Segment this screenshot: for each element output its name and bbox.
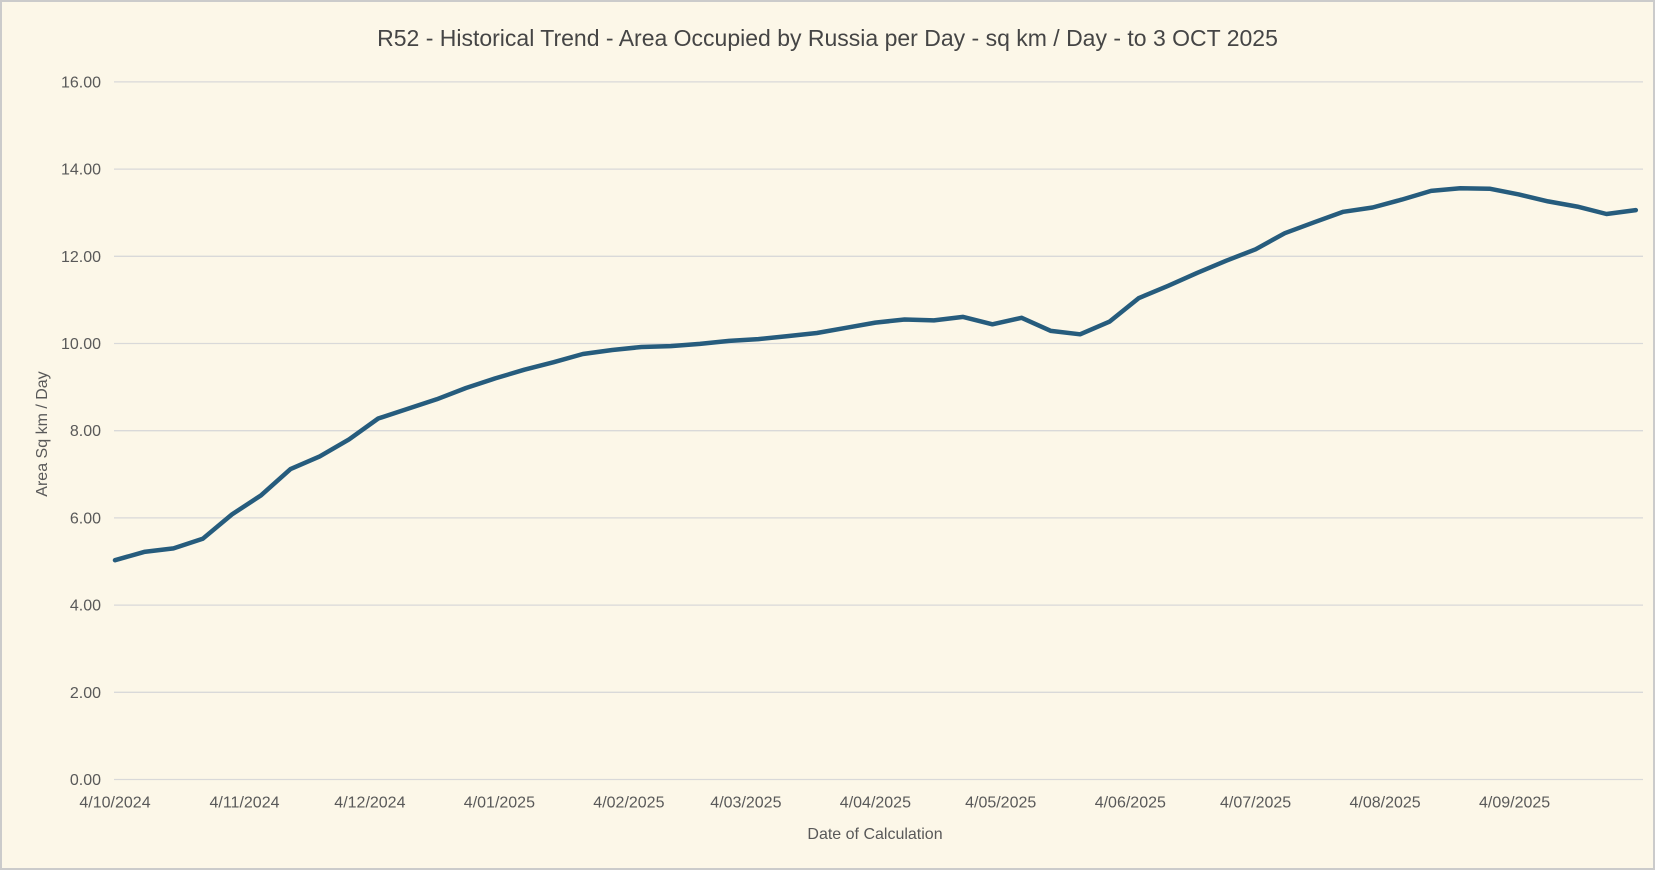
y-tick-label: 4.00 [70, 598, 101, 615]
trend-line [112, 186, 1639, 563]
x-axis-title: Date of Calculation [807, 826, 943, 843]
x-tick-label: 4/04/2025 [840, 795, 911, 812]
y-tick-label: 12.00 [61, 249, 101, 266]
y-tick-label: 6.00 [70, 510, 101, 527]
x-tick-label: 4/12/2024 [334, 795, 405, 812]
x-tick-label: 4/10/2024 [79, 795, 150, 812]
x-tick-label: 4/06/2025 [1095, 795, 1166, 812]
x-tick-label: 4/07/2025 [1220, 795, 1291, 812]
x-tick-label: 4/02/2025 [593, 795, 664, 812]
y-tick-label: 14.00 [61, 162, 101, 179]
x-tick-label: 4/11/2024 [210, 795, 280, 812]
y-tick-label: 0.00 [70, 772, 101, 789]
x-tick-label: 4/08/2025 [1350, 795, 1421, 812]
y-axis-title: Area Sq km / Day [34, 371, 51, 497]
y-tick-label: 16.00 [61, 74, 101, 91]
y-tick-label: 8.00 [70, 423, 101, 440]
chart-title: R52 - Historical Trend - Area Occupied b… [377, 25, 1278, 51]
y-tick-label: 10.00 [61, 336, 101, 353]
x-tick-label: 4/09/2025 [1479, 795, 1550, 812]
y-tick-label: 2.00 [70, 685, 101, 702]
x-tick-label: 4/01/2025 [464, 795, 535, 812]
x-tick-label: 4/03/2025 [710, 795, 781, 812]
x-tick-label: 4/05/2025 [965, 795, 1036, 812]
